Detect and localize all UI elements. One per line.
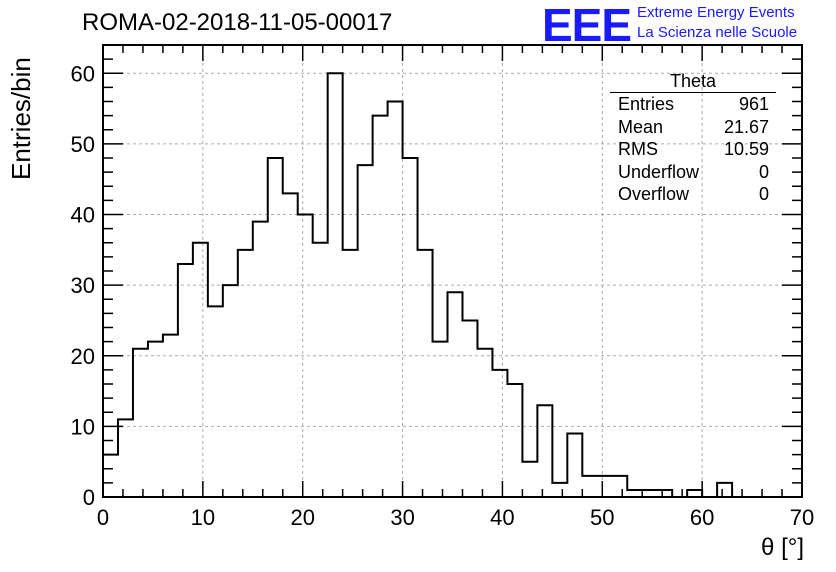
eee-logo-caption: Extreme Energy Events La Scienza nelle S… bbox=[637, 3, 797, 43]
y-tick-label: 10 bbox=[71, 414, 95, 439]
stats-row-mean: Mean 21.67 bbox=[610, 116, 776, 139]
x-tick-label: 40 bbox=[490, 505, 514, 530]
stats-label: Underflow bbox=[618, 161, 700, 182]
stats-value: 10.59 bbox=[723, 139, 769, 159]
stats-value: 0 bbox=[758, 184, 769, 204]
y-tick-label: 0 bbox=[83, 485, 95, 510]
stats-row-overflow: Overflow 0 bbox=[610, 183, 776, 206]
stats-box: Theta Entries 961 Mean 21.67 RMS 10.59 Underfl… bbox=[610, 71, 776, 206]
y-tick-label: 60 bbox=[71, 61, 95, 86]
stats-label: RMS bbox=[618, 139, 658, 159]
x-tick-label: 70 bbox=[790, 505, 814, 530]
y-tick-label: 50 bbox=[71, 132, 95, 157]
stats-value: 0 bbox=[758, 161, 769, 182]
x-tick-label: 20 bbox=[290, 505, 314, 530]
stats-row-entries: Entries 961 bbox=[610, 93, 776, 116]
x-tick-label: 30 bbox=[390, 505, 414, 530]
x-tick-label: 50 bbox=[590, 505, 614, 530]
stats-label: Overflow bbox=[618, 184, 690, 204]
stats-label: Entries bbox=[618, 94, 675, 114]
x-axis-label: θ [°] bbox=[761, 534, 804, 561]
x-tick-label: 0 bbox=[97, 505, 109, 530]
tick-labels: 0 10 20 30 40 50 60 70 0 10 20 30 40 50 60 bbox=[71, 61, 815, 530]
plot-frame bbox=[102, 44, 803, 498]
stats-rows: Entries 961 Mean 21.67 RMS 10.59 Underflow 0 Ove… bbox=[610, 93, 776, 206]
x-tick-label: 60 bbox=[690, 505, 714, 530]
y-tick-label: 30 bbox=[71, 273, 95, 298]
grid-lines bbox=[103, 45, 802, 497]
logo-line-1: Extreme Energy Events bbox=[637, 4, 795, 21]
stats-value: 21.67 bbox=[723, 116, 769, 137]
y-axis-label: Entries/bin bbox=[6, 57, 36, 180]
y-tick-label: 20 bbox=[71, 344, 95, 369]
stats-title: Theta bbox=[610, 71, 776, 93]
stats-row-underflow: Underflow 0 bbox=[610, 161, 776, 184]
plot-title: ROMA-02-2018-11-05-00017 bbox=[82, 9, 393, 36]
eee-logo: EEE bbox=[542, 0, 632, 51]
stats-value: 961 bbox=[738, 94, 769, 114]
x-tick-label: 10 bbox=[191, 505, 215, 530]
axis-ticks bbox=[102, 44, 803, 498]
stats-label: Mean bbox=[618, 116, 664, 137]
y-tick-label: 40 bbox=[71, 203, 95, 228]
histogram-line bbox=[103, 72, 802, 498]
stats-row-rms: RMS 10.59 bbox=[610, 138, 776, 161]
logo-line-2: La Scienza nelle Scuole bbox=[637, 24, 798, 41]
